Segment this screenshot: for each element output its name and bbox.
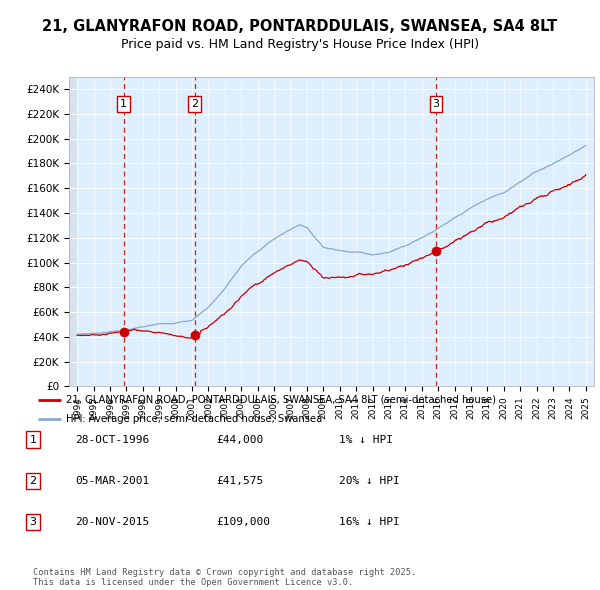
Text: £44,000: £44,000 — [216, 435, 263, 444]
Text: 3: 3 — [433, 99, 440, 109]
Text: 21, GLANYRAFON ROAD, PONTARDDULAIS, SWANSEA, SA4 8LT: 21, GLANYRAFON ROAD, PONTARDDULAIS, SWAN… — [43, 19, 557, 34]
Text: 2: 2 — [191, 99, 199, 109]
Text: 21, GLANYRAFON ROAD, PONTARDDULAIS, SWANSEA, SA4 8LT (semi-detached house): 21, GLANYRAFON ROAD, PONTARDDULAIS, SWAN… — [66, 395, 496, 405]
Text: 05-MAR-2001: 05-MAR-2001 — [75, 476, 149, 486]
Text: HPI: Average price, semi-detached house, Swansea: HPI: Average price, semi-detached house,… — [66, 414, 322, 424]
Text: 20-NOV-2015: 20-NOV-2015 — [75, 517, 149, 527]
Text: 16% ↓ HPI: 16% ↓ HPI — [339, 517, 400, 527]
Text: 20% ↓ HPI: 20% ↓ HPI — [339, 476, 400, 486]
Bar — [69, 77, 77, 386]
Text: 28-OCT-1996: 28-OCT-1996 — [75, 435, 149, 444]
Text: 2: 2 — [29, 476, 37, 486]
Text: 1% ↓ HPI: 1% ↓ HPI — [339, 435, 393, 444]
Text: £41,575: £41,575 — [216, 476, 263, 486]
Text: 1: 1 — [29, 435, 37, 444]
Text: Price paid vs. HM Land Registry's House Price Index (HPI): Price paid vs. HM Land Registry's House … — [121, 38, 479, 51]
Text: 1: 1 — [120, 99, 127, 109]
Text: Contains HM Land Registry data © Crown copyright and database right 2025.
This d: Contains HM Land Registry data © Crown c… — [33, 568, 416, 587]
Text: 3: 3 — [29, 517, 37, 527]
Text: £109,000: £109,000 — [216, 517, 270, 527]
